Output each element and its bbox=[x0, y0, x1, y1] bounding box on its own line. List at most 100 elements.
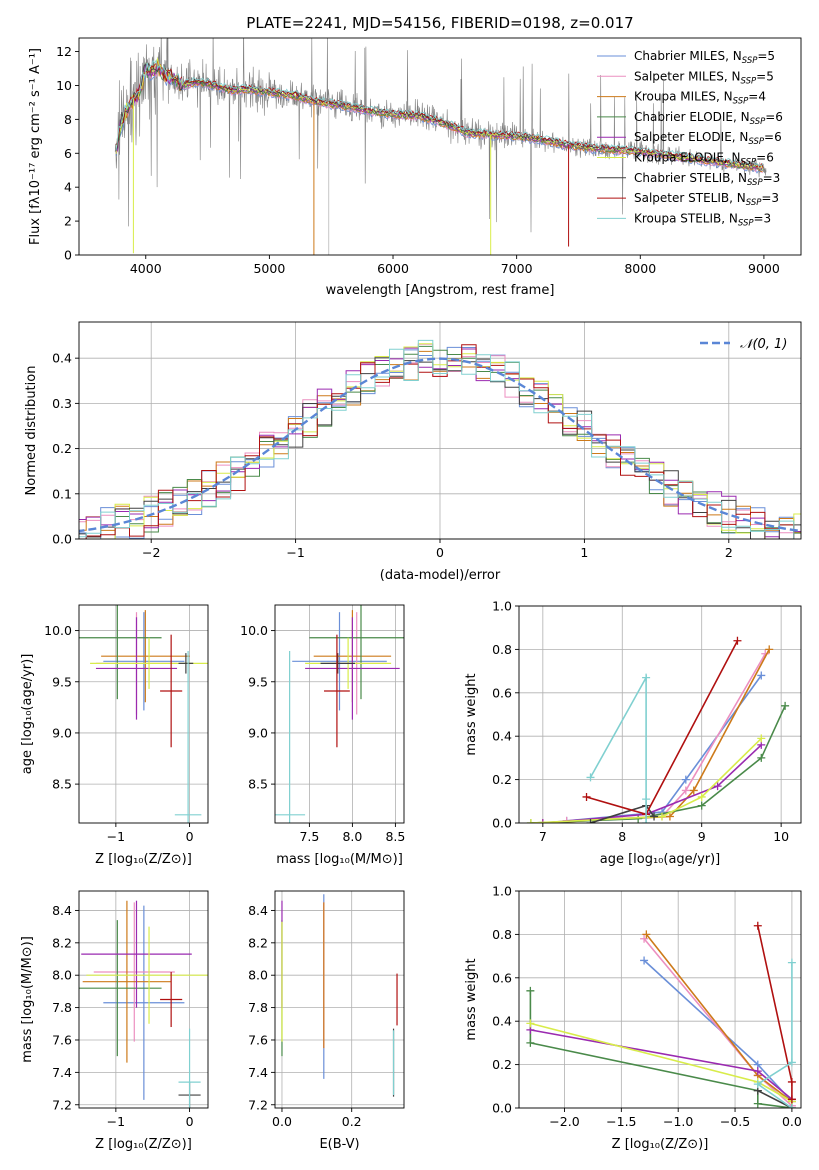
y-tick-label: 0.8 bbox=[492, 927, 512, 942]
weight-marker bbox=[757, 671, 766, 680]
axes-frame bbox=[274, 890, 405, 1109]
x-tick-label: −0.5 bbox=[720, 1114, 750, 1129]
legend-entry: Chabrier MILES, NSSP=5 bbox=[634, 49, 775, 66]
axes-frame bbox=[274, 604, 405, 824]
weight-marker bbox=[765, 645, 774, 654]
x-tick-label: 7 bbox=[539, 829, 547, 844]
plot-area bbox=[79, 605, 208, 823]
y-tick-label: 9.5 bbox=[248, 674, 268, 689]
y-tick-label: 8.5 bbox=[52, 777, 72, 792]
x-tick-label: −1 bbox=[107, 829, 125, 844]
weight-marker bbox=[634, 814, 643, 823]
weight-marker bbox=[681, 786, 690, 795]
x-tick-label: 8000 bbox=[624, 261, 656, 276]
x-tick-label: 1 bbox=[580, 545, 588, 560]
y-tick-label: 0.0 bbox=[492, 816, 512, 831]
histogram-step bbox=[79, 357, 801, 539]
weight-marker bbox=[733, 636, 742, 645]
legend-label: Kroupa ELODIE, N bbox=[634, 151, 741, 165]
plot-area bbox=[275, 605, 404, 823]
y-tick-label: 8.2 bbox=[52, 935, 72, 950]
y-axis-label: Flux [fλ10⁻¹⁷ erg cm⁻² s⁻¹ A⁻¹] bbox=[28, 48, 43, 245]
weight-line bbox=[529, 990, 793, 1108]
x-tick-label: 0 bbox=[186, 1114, 194, 1129]
legend-label: Kroupa STELIB, N bbox=[634, 211, 738, 225]
plot-area bbox=[281, 894, 398, 1097]
legend-entry: Chabrier ELODIE, NSSP=6 bbox=[634, 110, 783, 127]
weight-line bbox=[756, 962, 793, 1108]
weight-marker bbox=[657, 812, 666, 821]
x-axis-label: mass [log₁₀(M/M⊙)] bbox=[276, 852, 403, 867]
x-axis-label: (data-model)/error bbox=[380, 568, 501, 583]
x-axis-label: Z [log₁₀(Z/Z⊙)] bbox=[95, 852, 192, 867]
x-tick-label: −1.0 bbox=[663, 1114, 693, 1129]
weight-line bbox=[542, 744, 762, 823]
weight-marker bbox=[681, 775, 690, 784]
x-tick-label: 7000 bbox=[501, 261, 533, 276]
y-tick-label: 0.4 bbox=[492, 1014, 512, 1029]
y-tick-label: 0.1 bbox=[52, 486, 72, 501]
model-line bbox=[115, 65, 764, 174]
y-tick-label: 7.6 bbox=[248, 1032, 268, 1047]
y-tick-label: 8.5 bbox=[248, 777, 268, 792]
y-axis-label: mass weight bbox=[464, 958, 479, 1040]
x-tick-label: −1 bbox=[286, 545, 304, 560]
legend-sub: SSP bbox=[738, 218, 754, 228]
plot-area bbox=[526, 921, 796, 1108]
x-tick-label: −1 bbox=[107, 1114, 125, 1129]
weight-marker bbox=[757, 734, 766, 743]
y-tick-label: 0 bbox=[64, 248, 72, 263]
x-axis-label: wavelength [Angstrom, rest frame] bbox=[326, 283, 555, 298]
legend-label: Salpeter STELIB, N bbox=[634, 191, 746, 205]
y-tick-label: 9.0 bbox=[248, 725, 268, 740]
legend-entry: Salpeter ELODIE, NSSP=6 bbox=[634, 130, 782, 147]
y-tick-label: 7.2 bbox=[248, 1097, 268, 1112]
weight-marker bbox=[650, 812, 659, 821]
plot-area bbox=[114, 38, 767, 255]
legend-sub: SSP bbox=[748, 137, 764, 147]
weight-marker bbox=[787, 958, 796, 967]
x-tick-label: −1.5 bbox=[606, 1114, 636, 1129]
legend-label: Salpeter ELODIE, N bbox=[634, 130, 748, 144]
y-tick-label: 0.0 bbox=[52, 532, 72, 547]
mass-vs-metallicity-panel: −1 0 7.2 7.4 7.6 7.8 8.0 8.2 8.4 Z [log₁₀(Z/Z⊙)] m… bbox=[20, 890, 209, 1152]
x-axis-label: age [log₁₀(age/yr)] bbox=[600, 852, 721, 867]
histogram-step bbox=[79, 339, 801, 539]
x-tick-label: 8.0 bbox=[342, 829, 362, 844]
x-axis-label: Z [log₁₀(Z/Z⊙)] bbox=[612, 1137, 709, 1152]
y-tick-label: 10.0 bbox=[44, 623, 72, 638]
y-axis-label: mass [log₁₀(M/M⊙)] bbox=[20, 936, 35, 1063]
y-tick-label: 2 bbox=[64, 214, 72, 229]
weight-marker bbox=[582, 792, 591, 801]
x-axis-label: Z [log₁₀(Z/Z⊙)] bbox=[95, 1137, 192, 1152]
y-tick-label: 9.5 bbox=[52, 674, 72, 689]
axes-frame bbox=[78, 37, 802, 256]
weight-marker bbox=[787, 1077, 796, 1086]
legend-count: =5 bbox=[756, 69, 774, 83]
y-tick-label: 8.4 bbox=[248, 903, 268, 918]
axes-frame bbox=[78, 604, 209, 824]
x-tick-label: 4000 bbox=[130, 261, 162, 276]
weight-marker bbox=[787, 1058, 796, 1067]
weight-marker bbox=[526, 1038, 535, 1047]
weight-marker bbox=[713, 782, 722, 791]
weight-marker bbox=[526, 819, 535, 823]
weight-marker bbox=[753, 921, 762, 930]
x-tick-label: 0 bbox=[186, 829, 194, 844]
weight-marker bbox=[787, 1104, 796, 1108]
legend-sub: SSP bbox=[750, 117, 766, 127]
y-tick-label: 0.4 bbox=[52, 351, 72, 366]
y-tick-label: 0.4 bbox=[492, 729, 512, 744]
y-tick-label: 0.6 bbox=[492, 685, 512, 700]
weight-marker bbox=[753, 1067, 762, 1076]
plot-area bbox=[79, 339, 801, 539]
y-axis-label: age [log₁₀(age/yr)] bbox=[20, 654, 35, 775]
y-tick-label: 7.4 bbox=[248, 1065, 268, 1080]
legend-label: Salpeter MILES, N bbox=[634, 69, 741, 83]
weight-line bbox=[566, 653, 766, 822]
y-tick-label: 8.4 bbox=[52, 903, 72, 918]
x-tick-label: 9 bbox=[698, 829, 706, 844]
weight-marker bbox=[642, 795, 651, 804]
weight-marker bbox=[787, 1095, 796, 1104]
